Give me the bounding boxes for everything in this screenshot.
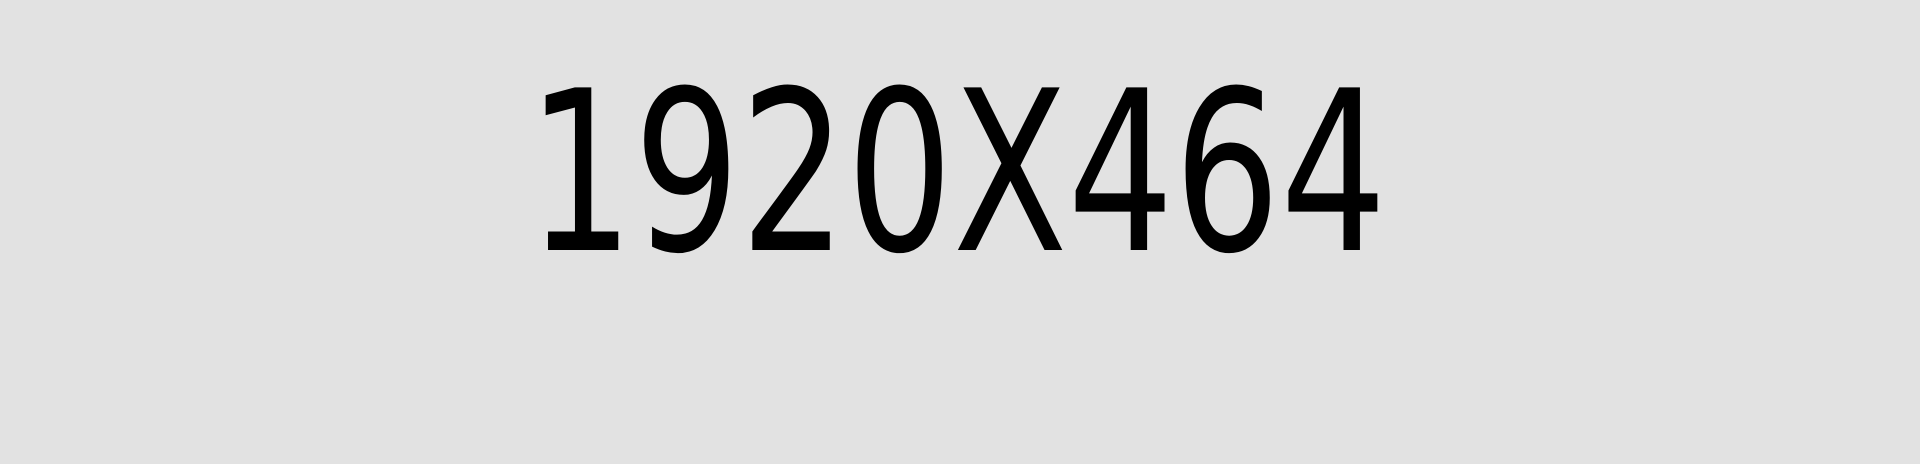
dimensions-label: 1920X464 xyxy=(527,43,1387,303)
